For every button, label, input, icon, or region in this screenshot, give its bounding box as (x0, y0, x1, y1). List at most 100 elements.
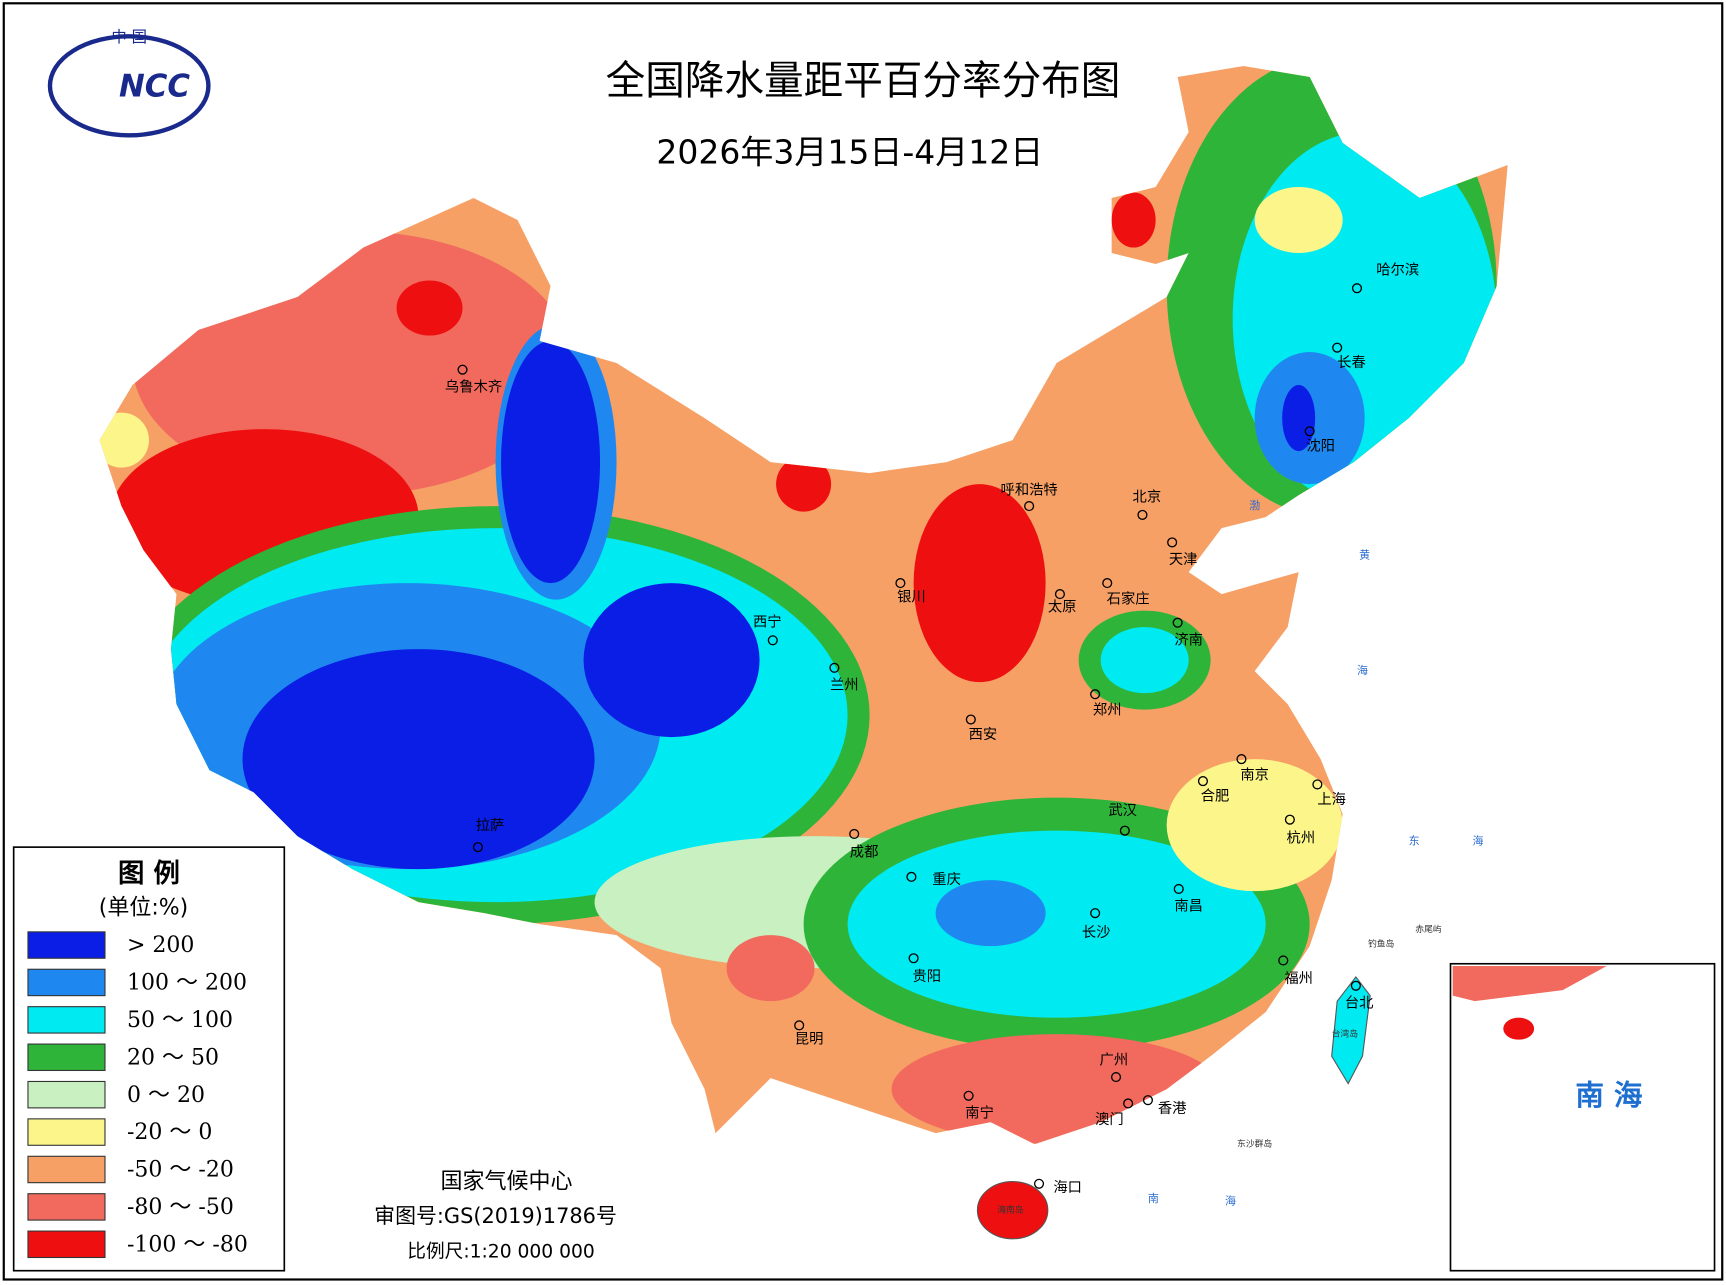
city-label: 武汉 (1108, 802, 1137, 819)
city-label: 南京 (1240, 767, 1269, 784)
city-label: 广州 (1100, 1052, 1129, 1069)
city-dot (457, 364, 468, 375)
city-dot (1090, 908, 1101, 919)
city-dot (895, 578, 906, 589)
sea-label: 海 (1225, 1193, 1236, 1207)
legend-swatch (27, 1193, 106, 1221)
legend-title: 图 例 (118, 858, 180, 889)
city-dot (1351, 283, 1363, 294)
subtitle: 2026年3月15日-4月12日 (656, 133, 1043, 172)
city-label: 沈阳 (1306, 438, 1335, 455)
island-label: 台湾岛 (1332, 1028, 1359, 1040)
city-label: 太原 (1048, 598, 1077, 615)
city-dot (963, 1090, 974, 1101)
city-dot (767, 635, 778, 646)
taiwan (1331, 976, 1371, 1085)
logo-text: NCC (119, 69, 190, 105)
inset: 南 海 (1449, 962, 1716, 1272)
city-dot (1054, 589, 1065, 600)
legend: 图 例 (单位:%) > 200 100 ～ 200 50 ～ 100 20 ～ 50… (12, 846, 286, 1272)
city-dot (829, 662, 840, 673)
legend-swatch (27, 931, 106, 959)
city-label: 长沙 (1082, 924, 1111, 941)
city-dot (472, 842, 484, 853)
city-label: 合肥 (1201, 788, 1230, 805)
city-dot (908, 953, 919, 964)
city-label: 银川 (897, 588, 926, 605)
logo: 中 国 NCC (47, 28, 211, 138)
legend-swatch (27, 1080, 106, 1109)
city-dot (1172, 617, 1183, 628)
rainfall-field (99, 66, 1508, 1145)
city-dot (1119, 825, 1130, 836)
legend-swatch (27, 1006, 106, 1034)
city-dot (1110, 1072, 1122, 1083)
city-dot (1332, 342, 1343, 353)
island-label: 东沙群岛 (1237, 1138, 1272, 1150)
city-label: 成都 (850, 844, 879, 861)
city-label: 香港 (1158, 1100, 1187, 1117)
city-label: 北京 (1133, 488, 1162, 505)
island-label: 钓鱼岛 (1368, 937, 1395, 949)
city-dot (965, 714, 976, 725)
city-dot (1284, 814, 1295, 825)
legend-swatch (27, 1155, 106, 1184)
sea-label: 渤 (1249, 499, 1260, 512)
sea-label: 黄 (1359, 548, 1370, 562)
city-label: 拉萨 (476, 817, 505, 834)
legend-label: -50 ～ -20 (127, 1158, 234, 1183)
legend-label: -100 ～ -80 (127, 1232, 248, 1257)
city-label: 兰州 (830, 676, 859, 693)
city-label: 昆明 (795, 1032, 824, 1048)
hainan (976, 1181, 1049, 1240)
city-label: 长春 (1337, 354, 1366, 371)
city-dot (1142, 1095, 1154, 1106)
legend-unit: (单位:%) (99, 896, 188, 921)
sea-label: 东 (1409, 835, 1420, 848)
legend-label: 20 ～ 50 (127, 1045, 219, 1070)
footer-org: 国家气候中心 (441, 1170, 573, 1195)
city-dot (1123, 1098, 1134, 1109)
city-label: 重庆 (932, 871, 961, 888)
city-label: 西安 (969, 726, 998, 743)
city-dot (849, 828, 860, 839)
island-label: 海南岛 (997, 1204, 1024, 1216)
city-label: 乌鲁木齐 (445, 378, 502, 395)
city-label: 南宁 (965, 1104, 994, 1121)
city-dot (1137, 509, 1148, 520)
city-dot (1173, 883, 1184, 894)
city-dot (906, 871, 917, 882)
city-dot (1024, 501, 1035, 512)
city-label: 福州 (1284, 970, 1313, 987)
island-label: 赤尾屿 (1415, 924, 1442, 935)
city-label: 上海 (1317, 791, 1346, 808)
title: 全国降水量距平百分率分布图 (606, 58, 1121, 104)
city-dot (1033, 1178, 1045, 1189)
legend-swatch (27, 1043, 106, 1072)
sea-label: 海 (1472, 834, 1483, 848)
legend-label: 0 ～ 20 (127, 1083, 205, 1108)
city-label: 海口 (1053, 1179, 1082, 1196)
legend-label: > 200 (127, 933, 194, 958)
city-label: 贵阳 (913, 968, 942, 985)
inset-label: 南 海 (1575, 1078, 1643, 1112)
legend-swatch (27, 968, 106, 997)
city-dot (1236, 754, 1247, 765)
city-dot (1350, 980, 1361, 991)
city-label: 台北 (1345, 994, 1374, 1011)
city-label: 哈尔滨 (1376, 262, 1419, 279)
city-dot (1304, 426, 1315, 437)
city-dot (1090, 689, 1101, 700)
city-dot (794, 1020, 805, 1031)
city-label: 澳门 (1095, 1111, 1124, 1128)
city-label: 石家庄 (1107, 590, 1150, 608)
legend-swatch (27, 1118, 106, 1146)
legend-label: -80 ～ -50 (127, 1195, 234, 1220)
city-dot (1278, 955, 1289, 966)
sea-label: 南 (1148, 1192, 1159, 1205)
footer-approval: 审图号:GS(2019)1786号 (374, 1204, 617, 1228)
